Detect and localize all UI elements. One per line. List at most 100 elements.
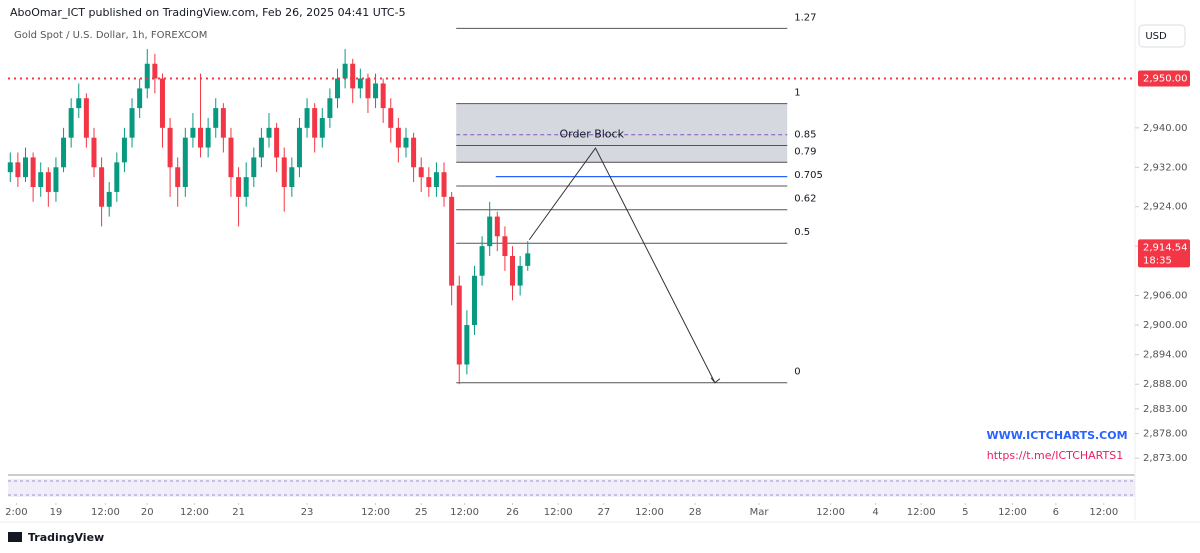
candle-body <box>411 137 417 168</box>
candle-body <box>510 256 516 286</box>
candle-body <box>53 167 59 192</box>
candle-body <box>525 253 531 266</box>
fib-label: 0 <box>794 367 800 378</box>
candle-body <box>281 157 287 187</box>
order-block-label: Order Block <box>559 128 624 141</box>
candle-body <box>45 172 51 192</box>
publisher: AboOmar_ICT published on TradingView.com… <box>10 6 406 19</box>
candle-body <box>327 98 333 118</box>
candle-body <box>373 83 379 99</box>
fib-label: 0.85 <box>794 130 816 141</box>
x-tick-label: 5 <box>962 507 968 518</box>
candle-body <box>114 162 120 192</box>
candle-body <box>350 63 356 89</box>
candle-body <box>251 157 257 178</box>
x-tick-label: 26 <box>506 507 519 518</box>
candle-body <box>357 78 363 89</box>
candle-body <box>121 137 127 163</box>
projection-arrowhead <box>710 377 721 384</box>
candle-body <box>517 265 523 286</box>
candle-body <box>479 246 485 276</box>
candle-body <box>289 167 295 187</box>
watermark: https://t.me/ICTCHARTS1 <box>987 449 1123 462</box>
brand-logo <box>8 532 22 542</box>
x-tick-label: 2:00 <box>5 507 27 518</box>
x-tick-label: 12:00 <box>635 507 664 518</box>
candle-body <box>471 275 477 326</box>
candle-body <box>236 177 242 197</box>
candle-body <box>304 108 310 128</box>
candle-body <box>152 63 158 79</box>
x-tick-label: 23 <box>301 507 314 518</box>
x-tick-label: 28 <box>689 507 702 518</box>
candle-body <box>15 162 21 178</box>
y-tick-label: 2,900.00 <box>1143 320 1188 331</box>
candle-body <box>205 127 211 148</box>
candle-body <box>83 98 89 138</box>
candle-body <box>258 137 264 158</box>
y-tick-label: 2,906.00 <box>1143 290 1188 301</box>
y-tick-label: 2,924.00 <box>1143 202 1188 213</box>
x-tick-label: 12:00 <box>1089 507 1118 518</box>
y-tick-label: 2,932.00 <box>1143 162 1188 173</box>
candle-body <box>418 167 424 178</box>
candle-body <box>198 127 204 148</box>
candle-body <box>167 127 173 168</box>
candle-body <box>426 177 432 187</box>
candle-body <box>403 137 409 148</box>
x-tick-label: 12:00 <box>361 507 390 518</box>
fib-label: 0.705 <box>794 170 823 181</box>
currency[interactable]: USD <box>1145 31 1167 42</box>
candle-body <box>487 216 493 247</box>
x-tick-label: 12:00 <box>91 507 120 518</box>
candle-body <box>365 78 371 99</box>
candle-body <box>395 127 401 148</box>
candle-body <box>144 63 150 89</box>
x-tick-label: 6 <box>1053 507 1059 518</box>
x-tick-label: 12:00 <box>180 507 209 518</box>
x-tick-label: 12:00 <box>998 507 1027 518</box>
x-tick-label: 12:00 <box>544 507 573 518</box>
y-tick-label: 2,888.00 <box>1143 379 1188 390</box>
candle-body <box>68 108 74 138</box>
y-tick-label: 2,940.00 <box>1143 123 1188 134</box>
x-tick-label: 20 <box>141 507 154 518</box>
candle-body <box>30 157 36 187</box>
y-tick-label: 2,883.00 <box>1143 404 1188 415</box>
alert-label-box <box>1138 70 1190 87</box>
candle-body <box>342 63 348 79</box>
candle-body <box>106 191 112 207</box>
candle-body <box>274 127 280 158</box>
x-tick-label: 25 <box>415 507 428 518</box>
fib-label: 1.27 <box>794 12 816 23</box>
y-tick-label: 2,894.00 <box>1143 350 1188 361</box>
currency-box[interactable] <box>1138 24 1186 48</box>
candle-body <box>213 108 219 128</box>
candle-body <box>23 157 29 178</box>
last-price-box <box>1138 239 1190 268</box>
fib-label: 0.62 <box>794 194 816 205</box>
candle-body <box>228 137 234 178</box>
candle-body <box>296 127 302 168</box>
x-tick-label: 19 <box>50 507 63 518</box>
projection-path <box>528 147 716 383</box>
last-price-label: 2,914.54 <box>1143 242 1188 253</box>
x-tick-label: 12:00 <box>907 507 936 518</box>
candle-body <box>182 137 188 187</box>
alert-label: 2,950.00 <box>1143 74 1188 85</box>
fib-label: 1 <box>794 88 800 99</box>
candle-body <box>456 285 462 365</box>
candle-body <box>319 117 325 138</box>
candle-body <box>502 236 508 257</box>
candle-body <box>464 325 470 365</box>
fib-label: 0.79 <box>794 146 816 157</box>
candle-body <box>99 167 105 207</box>
x-tick-label: 4 <box>872 507 878 518</box>
x-tick-label: 21 <box>232 507 245 518</box>
candle-body <box>61 137 67 168</box>
oscillator-band <box>8 479 1135 497</box>
candle-body <box>76 98 82 109</box>
symbol-title: Gold Spot / U.S. Dollar, 1h, FOREXCOM <box>14 30 207 41</box>
fib-label: 0.5 <box>794 227 810 238</box>
